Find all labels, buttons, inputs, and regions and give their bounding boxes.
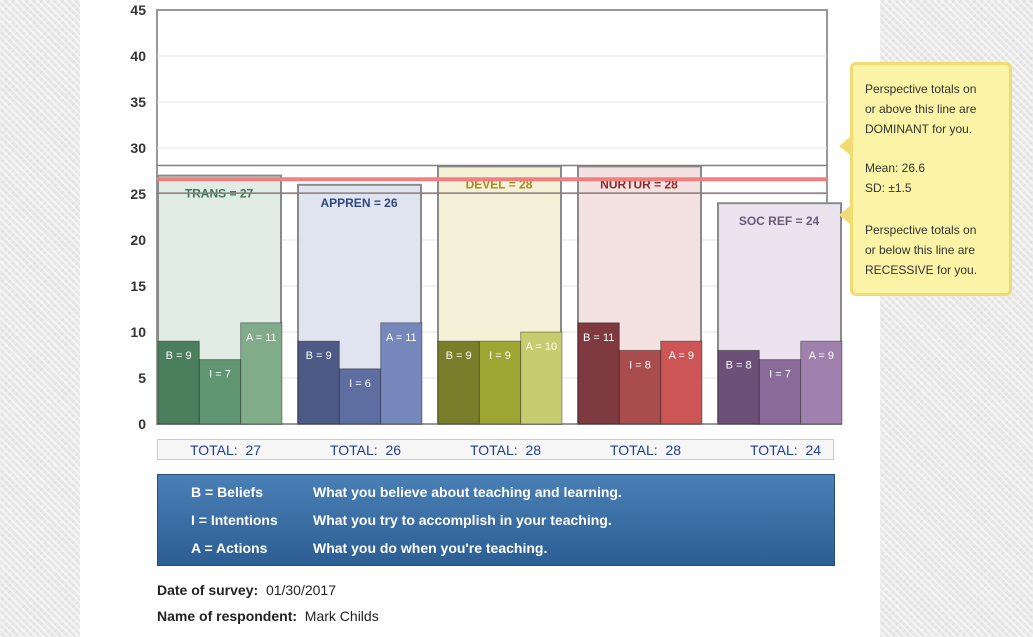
dominant-note: Perspective totals on or above this line… [839,62,1012,155]
legend-box: B = Beliefs What you believe about teach… [157,474,835,566]
legend-key: A = Actions [191,540,268,556]
perspective-label: APPREN = 26 [320,196,397,210]
survey-date-value: 01/30/2017 [265,582,337,598]
survey-date-label: Date of survey: [157,582,259,598]
recessive-text-1: Perspective totals on [865,223,977,237]
segment-bar [520,331,563,425]
segment-label: I = 7 [769,369,791,381]
segment-label: B = 8 [726,359,752,371]
legend-key: B = Beliefs [191,484,263,500]
y-tick-label: 45 [130,2,146,18]
segment-bar [380,322,423,425]
total-appren: TOTAL: 26 [329,442,402,458]
segment-label: A = 10 [526,341,558,353]
segment-bar [717,349,760,425]
segment-label: I = 8 [629,359,651,371]
y-tick-label: 20 [130,232,146,248]
segment-label: A = 11 [386,332,417,344]
dominant-text-2: or above this line are [865,102,977,116]
y-tick-label: 40 [130,48,146,64]
segment-label: I = 6 [349,378,371,390]
total-socref: TOTAL: 24 [749,442,822,458]
segment-label: A = 11 [246,332,277,344]
y-tick-label: 35 [130,94,146,110]
y-tick-label: 10 [130,324,146,340]
segment-bar [240,322,283,425]
mean-text: Mean: 26.6 [865,161,926,175]
segment-bar [800,340,843,425]
segment-bar [618,349,662,425]
mean-note: Mean: 26.6 SD: ±1.5 [850,150,1012,208]
respondent-name-value: Mark Childs [304,608,379,624]
recessive-note: Perspective totals on or below this line… [839,206,1012,296]
segment-bar [437,340,480,425]
segment-label: I = 9 [489,350,511,362]
segment-bar [338,368,382,425]
legend-desc: What you try to accomplish in your teach… [313,512,612,528]
survey-date: Date of survey: 01/30/2017 [157,582,336,598]
total-devel: TOTAL: 28 [469,442,542,458]
legend-desc: What you do when you're teaching. [313,540,548,556]
respondent-name-label: Name of respondent: [157,608,298,624]
y-tick-label: 25 [130,186,146,202]
segment-label: B = 11 [583,332,614,344]
dominant-text-1: Perspective totals on [865,82,977,96]
y-tick-label: 15 [130,278,146,294]
y-tick-label: 30 [130,140,146,156]
segment-bar [297,340,340,425]
recessive-text-3: RECESSIVE for you. [865,263,978,277]
legend-key: I = Intentions [191,512,278,528]
segment-label: B = 9 [166,350,192,362]
recessive-pointer [839,206,850,224]
sd-text: SD: ±1.5 [865,181,912,195]
segment-label: B = 9 [306,350,332,362]
perspective-label: SOC REF = 24 [739,214,820,228]
respondent-name: Name of respondent: Mark Childs [157,608,379,624]
segment-bar [478,340,522,425]
segment-label: I = 7 [209,369,231,381]
total-trans: TOTAL: 27 [189,442,262,458]
recessive-text-2: or below this line are [865,243,976,257]
dominant-pointer [839,137,850,155]
legend-desc: What you believe about teaching and lear… [313,484,622,500]
totals-row: TOTAL: 27 TOTAL: 26 TOTAL: 28 TOTAL: 28 … [157,439,834,460]
segment-label: A = 9 [809,350,834,362]
y-tick-label: 0 [138,416,146,432]
dominant-text-3: DOMINANT for you. [865,122,973,136]
y-tick-label: 5 [138,370,146,386]
segment-label: B = 9 [446,350,472,362]
segment-label: A = 9 [669,350,694,362]
segment-bar [660,340,703,425]
total-nurtur: TOTAL: 28 [609,442,682,458]
